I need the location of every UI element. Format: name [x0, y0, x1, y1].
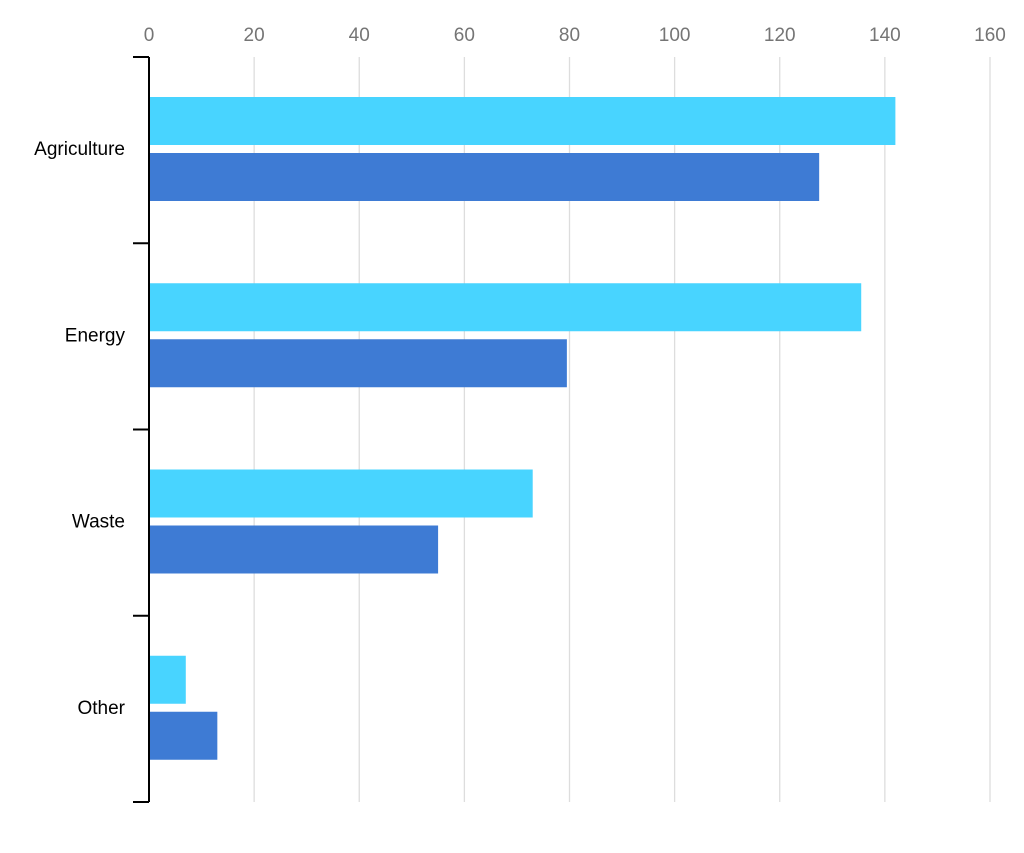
bar-agriculture-series-1 — [149, 97, 896, 145]
bar-energy-series-2 — [149, 339, 567, 388]
x-tick-label-160: 160 — [974, 25, 1006, 46]
bar-other-series-2 — [149, 711, 218, 760]
category-label-waste: Waste — [72, 512, 125, 533]
x-tick-label-120: 120 — [764, 25, 796, 46]
y-axis — [133, 56, 150, 803]
x-tick-label-100: 100 — [659, 25, 691, 46]
bar-energy-series-1 — [149, 283, 862, 332]
x-tick-label-40: 40 — [349, 25, 370, 46]
x-tick-label-60: 60 — [454, 25, 475, 46]
category-label-energy: Energy — [65, 325, 126, 346]
bar-agriculture-series-2 — [149, 153, 820, 201]
category-label-other: Other — [77, 698, 125, 719]
bar-waste-series-2 — [149, 525, 439, 574]
x-tick-label-0: 0 — [144, 25, 155, 46]
x-tick-label-140: 140 — [869, 25, 901, 46]
x-tick-label-20: 20 — [244, 25, 265, 46]
category-label-agriculture: Agriculture — [34, 139, 125, 160]
bar-other-series-1 — [149, 655, 186, 704]
category-labels: Agriculture Energy Waste Other — [34, 139, 125, 719]
bars — [149, 97, 896, 760]
bar-waste-series-1 — [149, 469, 533, 518]
x-tick-label-80: 80 — [559, 25, 580, 46]
x-axis-tick-labels: 0 20 40 60 80 100 120 140 160 — [144, 25, 1006, 46]
